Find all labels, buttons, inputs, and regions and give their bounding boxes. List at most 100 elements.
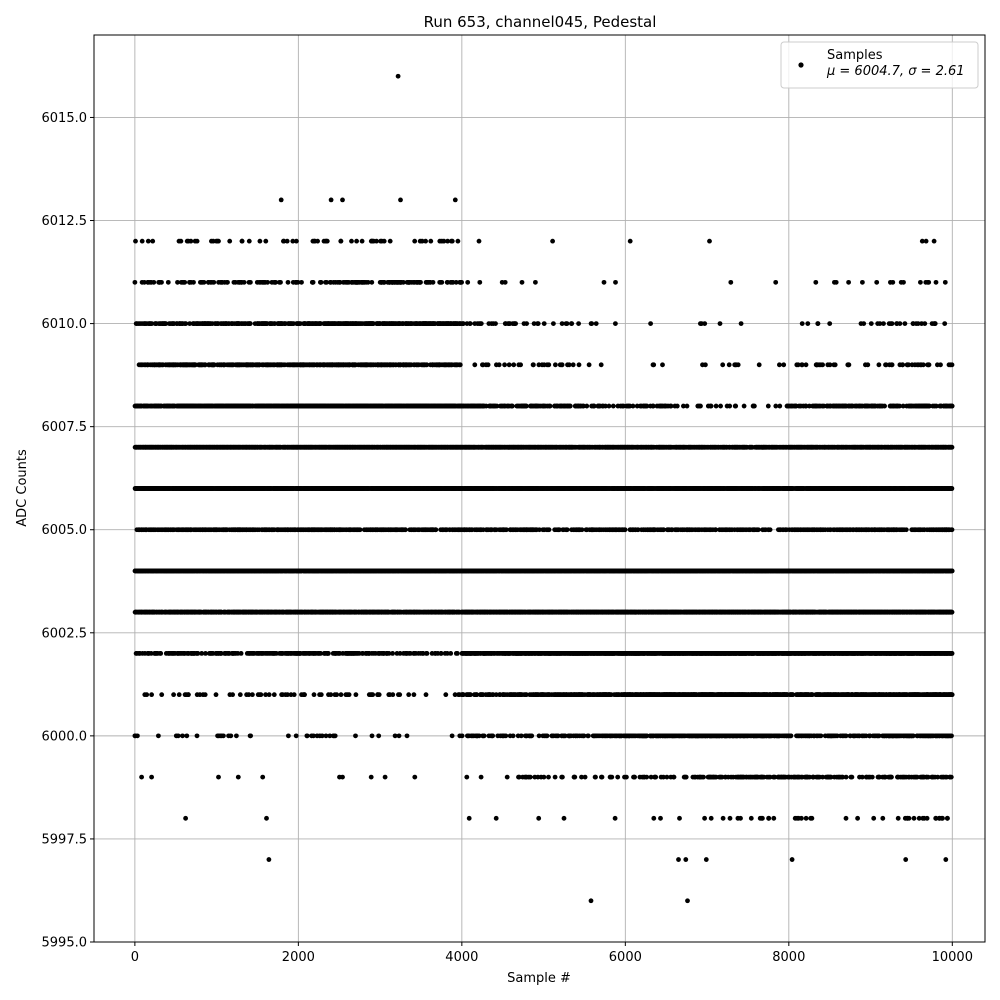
data-point <box>176 692 182 698</box>
data-point <box>702 815 707 821</box>
data-point <box>258 692 264 698</box>
data-point <box>338 692 344 698</box>
data-point <box>593 774 598 780</box>
data-points <box>132 73 955 904</box>
data-point <box>326 651 331 656</box>
data-point <box>843 733 849 739</box>
chart-title: Run 653, channel045, Pedestal <box>424 13 657 31</box>
data-point <box>612 815 618 821</box>
data-point <box>319 733 325 739</box>
data-point <box>748 815 754 821</box>
data-point <box>579 774 584 780</box>
data-point <box>572 774 578 780</box>
data-point <box>404 733 410 739</box>
data-point <box>346 692 352 698</box>
data-point <box>560 774 565 780</box>
data-point <box>263 692 268 698</box>
data-point <box>524 692 529 698</box>
data-point <box>369 733 375 739</box>
data-point <box>760 815 765 821</box>
data-point <box>390 651 395 656</box>
data-point <box>228 733 234 739</box>
data-point <box>876 733 882 739</box>
data-point <box>949 651 955 656</box>
data-point <box>859 774 865 780</box>
data-point <box>412 774 418 780</box>
data-point <box>810 692 815 698</box>
data-point <box>664 774 670 780</box>
data-point <box>464 774 470 780</box>
data-point <box>286 733 291 739</box>
data-point <box>353 733 358 739</box>
data-point <box>632 774 637 780</box>
data-point <box>701 774 706 780</box>
data-point <box>516 774 522 780</box>
data-point <box>180 733 185 739</box>
data-point <box>340 774 345 780</box>
data-point <box>248 733 254 739</box>
data-point <box>828 774 834 780</box>
data-point <box>266 692 272 698</box>
data-point <box>510 733 516 739</box>
data-point <box>304 733 310 739</box>
data-point <box>452 692 458 698</box>
data-point <box>455 651 460 656</box>
data-point <box>327 733 333 739</box>
data-point <box>552 774 558 780</box>
data-point <box>443 692 449 698</box>
data-point <box>156 733 161 739</box>
data-point <box>139 774 145 780</box>
data-point <box>370 692 376 698</box>
data-point <box>302 692 307 698</box>
data-point <box>661 774 666 780</box>
data-point <box>916 815 922 821</box>
data-point <box>184 733 190 739</box>
data-point <box>390 692 396 698</box>
data-point <box>504 774 510 780</box>
data-point <box>658 815 663 821</box>
data-point <box>803 815 809 821</box>
data-point <box>171 692 177 698</box>
data-point <box>529 733 535 739</box>
data-point <box>683 774 689 780</box>
data-point <box>940 815 945 821</box>
data-point <box>149 692 155 698</box>
data-point <box>541 774 547 780</box>
data-point <box>648 774 654 780</box>
data-point <box>202 692 208 698</box>
data-point <box>895 815 901 821</box>
data-point <box>767 774 773 780</box>
data-point <box>291 692 297 698</box>
data-point <box>311 733 316 739</box>
data-point <box>677 815 682 821</box>
data-point <box>481 733 487 739</box>
data-point <box>144 692 150 698</box>
data-point <box>221 733 226 739</box>
data-point <box>175 733 181 739</box>
data-point <box>459 733 465 739</box>
data-point <box>424 651 430 656</box>
data-point <box>849 774 855 780</box>
data-point <box>840 774 845 780</box>
data-point <box>376 692 382 698</box>
data-point <box>615 774 621 780</box>
data-point <box>562 733 568 739</box>
data-point <box>581 733 587 739</box>
data-point <box>889 774 894 780</box>
data-point <box>651 815 657 821</box>
data-point <box>392 733 398 739</box>
data-point <box>396 733 402 739</box>
data-point <box>186 692 191 698</box>
data-point <box>948 774 954 780</box>
data-point <box>293 733 299 739</box>
data-point <box>719 774 725 780</box>
data-point <box>911 815 917 821</box>
data-point <box>544 733 550 739</box>
data-point <box>234 733 239 739</box>
data-point <box>738 815 743 821</box>
data-point <box>449 733 455 739</box>
data-point <box>285 692 290 698</box>
data-point <box>924 815 930 821</box>
data-point <box>949 609 955 615</box>
